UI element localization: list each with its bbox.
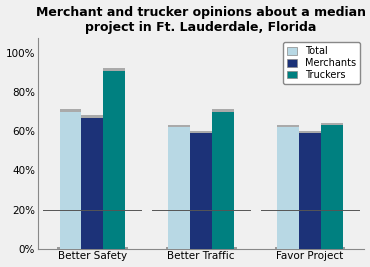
Legend: Total, Merchants, Truckers: Total, Merchants, Truckers — [283, 42, 360, 84]
Bar — [57, 247, 128, 249]
Bar — [190, 133, 212, 249]
Bar — [103, 68, 125, 71]
Bar — [60, 109, 81, 112]
Bar — [168, 127, 190, 249]
Bar — [103, 71, 125, 249]
Bar — [275, 247, 345, 249]
Bar — [299, 131, 321, 133]
Bar — [212, 109, 234, 112]
Bar — [190, 131, 212, 133]
Bar — [321, 123, 343, 125]
Bar — [299, 133, 321, 249]
Bar — [278, 125, 299, 127]
Bar — [81, 118, 103, 249]
Bar — [60, 112, 81, 249]
Bar — [81, 115, 103, 118]
Bar — [168, 125, 190, 127]
Title: Merchant and trucker opinions about a median
project in Ft. Lauderdale, Florida: Merchant and trucker opinions about a me… — [36, 6, 366, 34]
Bar — [212, 112, 234, 249]
Bar — [278, 127, 299, 249]
Bar — [321, 125, 343, 249]
Bar — [166, 247, 236, 249]
